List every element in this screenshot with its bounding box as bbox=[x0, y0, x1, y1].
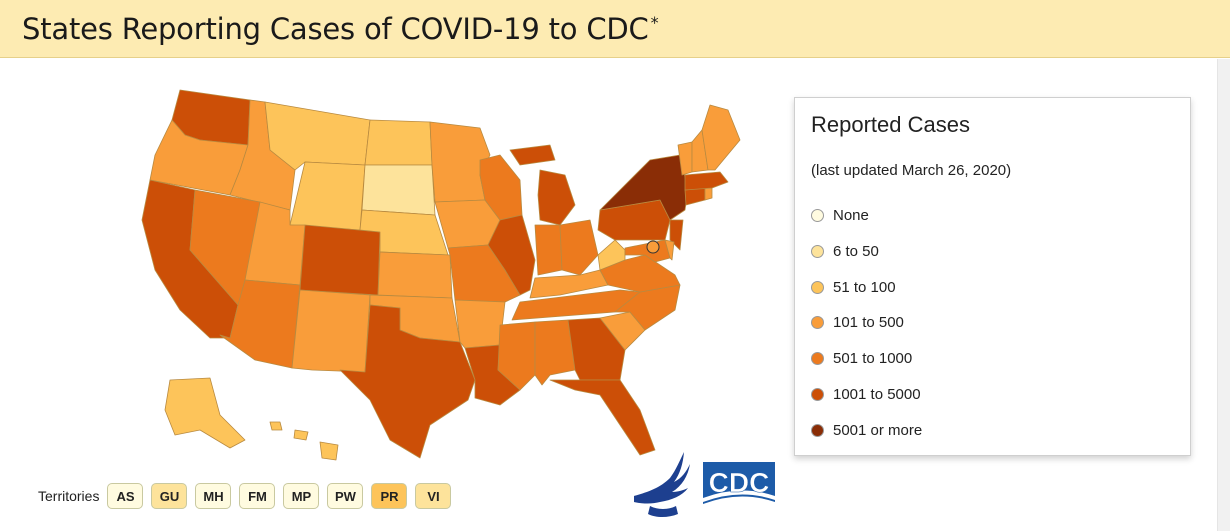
legend-swatch bbox=[811, 208, 824, 222]
page-title-text: States Reporting Cases of COVID-19 to CD… bbox=[22, 12, 649, 46]
territory-button-mh[interactable]: MH bbox=[195, 483, 232, 509]
state-ME[interactable] bbox=[701, 104, 741, 171]
state-AR[interactable] bbox=[454, 299, 506, 349]
territory-button-pw[interactable]: PW bbox=[327, 483, 364, 509]
legend-item: 1001 to 5000 bbox=[811, 384, 921, 404]
state-ND[interactable] bbox=[364, 119, 433, 166]
state-VA[interactable] bbox=[599, 254, 681, 293]
state-SD[interactable] bbox=[361, 164, 436, 216]
territory-button-fm[interactable]: FM bbox=[239, 483, 276, 509]
legend-label: 51 to 100 bbox=[833, 278, 896, 296]
state-CT[interactable] bbox=[684, 187, 706, 206]
state-OH[interactable] bbox=[559, 219, 599, 276]
title-asterisk: * bbox=[650, 13, 659, 33]
legend-swatch bbox=[811, 387, 824, 401]
legend-label: 101 to 500 bbox=[833, 313, 904, 331]
legend-item: None bbox=[811, 205, 869, 225]
state-AZ[interactable] bbox=[219, 279, 301, 369]
hhs-eagle-logo-icon bbox=[634, 452, 690, 517]
legend-label: 6 to 50 bbox=[833, 242, 879, 260]
state-IL[interactable] bbox=[487, 214, 536, 296]
state-CO[interactable] bbox=[299, 224, 381, 296]
legend-label: 5001 or more bbox=[833, 421, 923, 439]
legend-swatch bbox=[811, 351, 824, 365]
state-NY[interactable] bbox=[599, 154, 689, 221]
us-map bbox=[141, 89, 741, 461]
logos: CDC bbox=[634, 452, 775, 517]
state-KS[interactable] bbox=[377, 251, 453, 299]
state-DC[interactable] bbox=[646, 240, 660, 254]
legend-item: 101 to 500 bbox=[811, 312, 904, 332]
legend-item: 51 to 100 bbox=[811, 277, 896, 297]
legend-swatch bbox=[811, 315, 824, 329]
cdc-logo-icon: CDC bbox=[703, 462, 775, 506]
legend-label: 501 to 1000 bbox=[833, 349, 913, 367]
legend-title: Reported Cases bbox=[811, 112, 970, 137]
legend-item: 6 to 50 bbox=[811, 241, 879, 261]
territory-button-pr[interactable]: PR bbox=[371, 483, 408, 509]
page-title: States Reporting Cases of COVID-19 to CD… bbox=[22, 12, 659, 46]
state-MA[interactable] bbox=[684, 171, 729, 191]
state-RI[interactable] bbox=[704, 187, 713, 201]
legend-swatch bbox=[811, 280, 824, 294]
page-header: States Reporting Cases of COVID-19 to CD… bbox=[0, 0, 1230, 58]
legend-item: 5001 or more bbox=[811, 420, 922, 440]
state-DE[interactable] bbox=[664, 239, 675, 261]
state-HI[interactable] bbox=[269, 421, 339, 461]
scrollbar[interactable] bbox=[1217, 59, 1230, 531]
state-IN[interactable] bbox=[534, 224, 563, 276]
state-TX[interactable] bbox=[339, 304, 476, 459]
territory-button-vi[interactable]: VI bbox=[415, 483, 452, 509]
legend-swatch bbox=[811, 423, 824, 437]
cdc-logo-text: CDC bbox=[709, 467, 770, 498]
state-MS[interactable] bbox=[497, 321, 536, 391]
legend-label: 1001 to 5000 bbox=[833, 385, 921, 403]
territories-label: Territories bbox=[38, 488, 100, 504]
legend-item: 501 to 1000 bbox=[811, 348, 912, 368]
territory-button-as[interactable]: AS bbox=[107, 483, 144, 509]
territories-bar: Territories AS GU MH FM MP PW PR VI bbox=[38, 482, 459, 510]
territory-button-mp[interactable]: MP bbox=[283, 483, 320, 509]
state-AK[interactable] bbox=[164, 377, 246, 449]
legend-swatch bbox=[811, 244, 824, 258]
state-NM[interactable] bbox=[291, 289, 371, 373]
state-FL[interactable] bbox=[549, 379, 656, 456]
legend-label: None bbox=[833, 206, 869, 224]
territory-button-gu[interactable]: GU bbox=[151, 483, 188, 509]
state-WY[interactable] bbox=[289, 161, 366, 231]
legend-panel: Reported Cases (last updated March 26, 2… bbox=[794, 97, 1191, 456]
legend-updated: (last updated March 26, 2020) bbox=[811, 162, 1012, 179]
